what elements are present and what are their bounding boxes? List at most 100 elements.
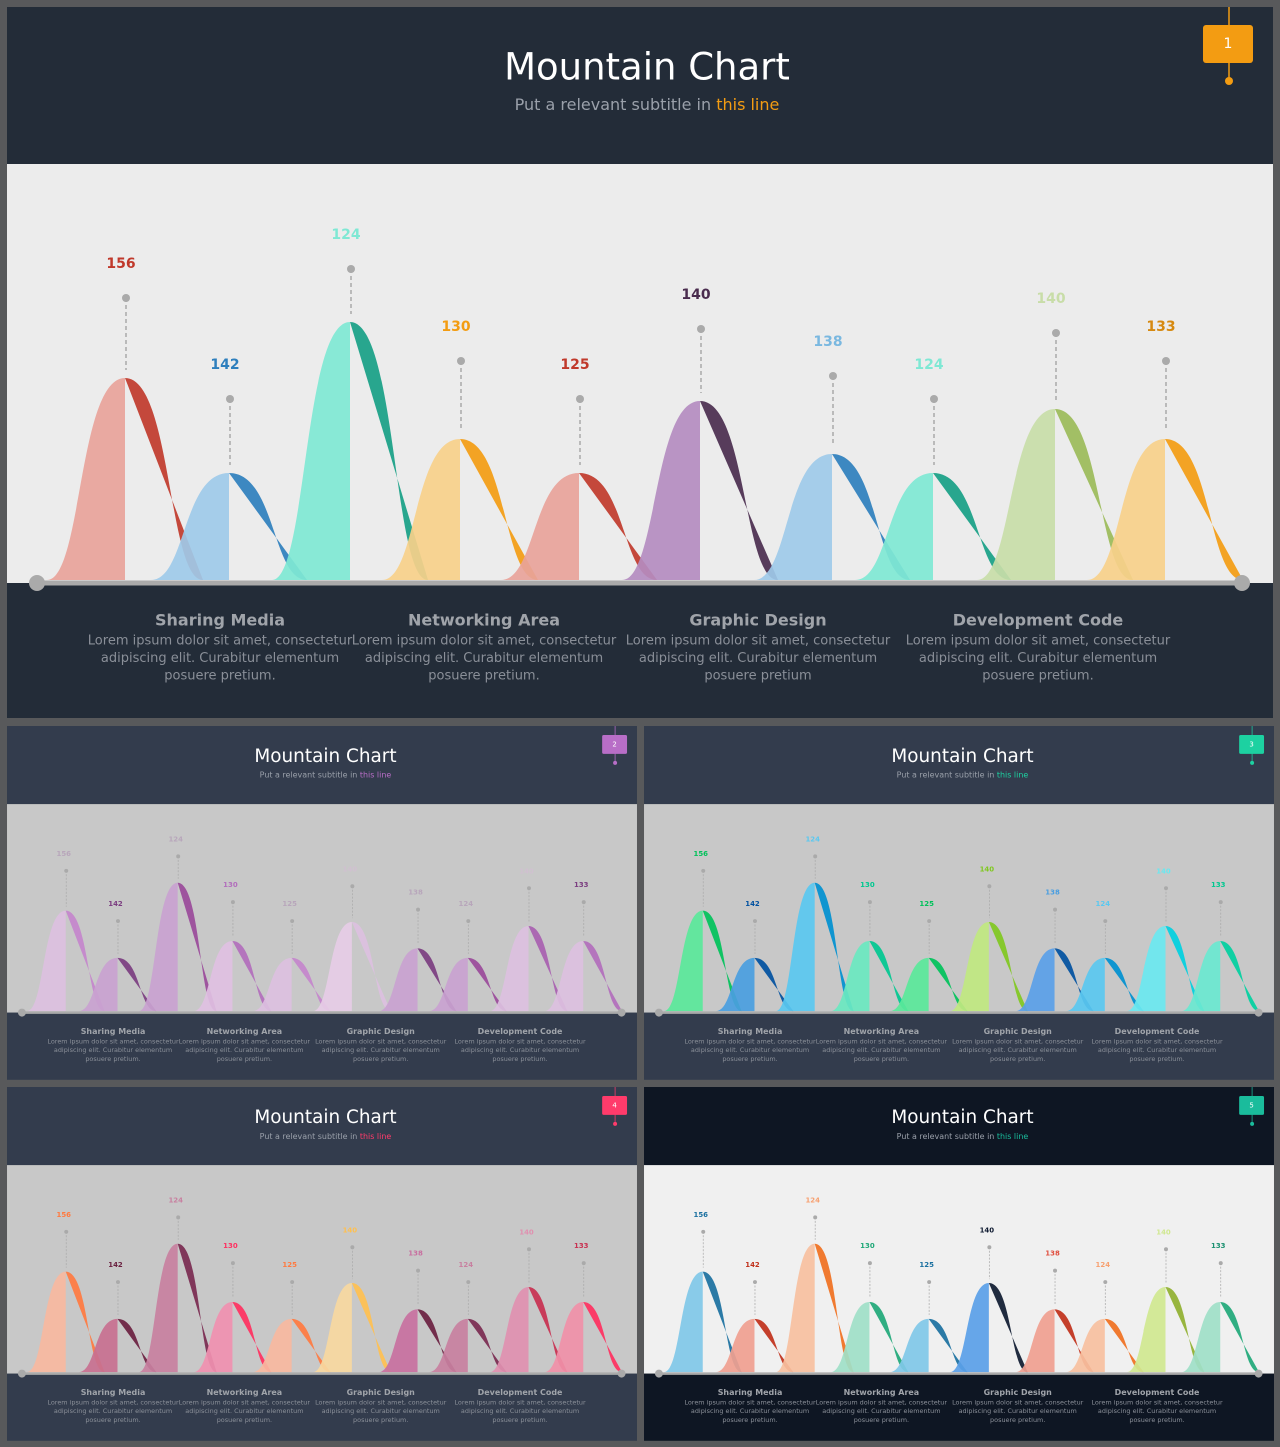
subtitle-highlight: this line (997, 1131, 1029, 1140)
slide-subtitle: Put a relevant subtitle in this line (897, 1131, 1029, 1140)
mountain-left (622, 401, 700, 580)
value-label: 156 (693, 1211, 708, 1219)
mountain-left (855, 473, 933, 580)
subtitle-text: Put a relevant subtitle in (260, 1131, 360, 1140)
slide-subtitle: Put a relevant subtitle in this line (515, 95, 780, 114)
slide-subtitle: Put a relevant subtitle in this line (260, 770, 392, 779)
leader-dot (527, 1247, 531, 1252)
value-label: 140 (519, 867, 534, 875)
section-heading: Sharing Media (155, 611, 285, 630)
leader-dot (987, 1245, 992, 1250)
page-number: 5 (1249, 1101, 1253, 1109)
header (7, 1087, 637, 1166)
section-text: posuere pretium. (1129, 1416, 1184, 1424)
section-heading: Graphic Design (347, 1027, 416, 1036)
mountain-left (138, 1243, 178, 1373)
page-badge (1239, 734, 1265, 754)
section-heading: Graphic Design (984, 1388, 1053, 1397)
section-heading: Sharing Media (718, 1388, 783, 1397)
mountain-left (26, 910, 66, 1012)
section-text: Lorem ipsum dolor sit amet, consectetur (454, 1398, 586, 1406)
value-label: 140 (681, 287, 710, 303)
mountain-left (1126, 926, 1166, 1012)
section-text: adipiscing elit. Curabitur elementum (822, 1407, 940, 1415)
section-text: Lorem ipsum dolor sit amet, consectetur (1091, 1037, 1223, 1045)
leader-dot (813, 854, 818, 859)
leader-dot (122, 294, 130, 302)
mountain-left (830, 940, 870, 1012)
mountain-right (1104, 957, 1144, 1012)
mountain-left (1087, 439, 1165, 580)
mountain-left (1126, 1287, 1166, 1373)
leader-dot (1052, 329, 1060, 337)
mountain-right (1165, 439, 1243, 580)
section-text: adipiscing elit. Curabitur elementum (461, 1046, 579, 1054)
leader-dot (1218, 1261, 1223, 1266)
section-heading: Networking Area (844, 1388, 920, 1397)
section-text: posuere pretium. (854, 1416, 909, 1424)
mountain-right (232, 1301, 272, 1373)
leader-dot (1053, 1268, 1058, 1273)
section-text: Lorem ipsum dolor sit amet, consectetur (1091, 1398, 1223, 1406)
value-label: 125 (282, 900, 297, 908)
leader-dot (1218, 900, 1223, 905)
mountain-right (754, 1318, 794, 1373)
section-text: adipiscing elit. Curabitur elementum (54, 1407, 172, 1415)
mountain-left (950, 922, 989, 1012)
mountain-left (663, 1271, 703, 1373)
subtitle-text: Put a relevant subtitle in (897, 1131, 997, 1140)
section-text: Lorem ipsum dolor sit amet, consectetur (952, 1398, 1084, 1406)
section-text: Lorem ipsum dolor sit amet, consectetur (47, 1037, 179, 1045)
leader-dot (697, 325, 705, 333)
section-text: Lorem ipsum dolor sit amet, consectetur (47, 1398, 179, 1406)
section-text: Lorem ipsum dolor sit amet, consectetur (88, 634, 353, 649)
section-text: posuere pretium. (164, 669, 275, 684)
section-text: posuere pretium. (85, 1416, 140, 1424)
section-text: adipiscing elit. Curabitur elementum (1098, 1046, 1216, 1054)
section-text: posuere pretium. (85, 1055, 140, 1063)
value-label: 138 (1045, 889, 1060, 897)
page-badge (1239, 1095, 1265, 1115)
subtitle-highlight: this line (360, 1131, 392, 1140)
leader-dot (867, 900, 872, 905)
header (7, 7, 1273, 164)
mountain-left (78, 1318, 118, 1373)
section-text: Lorem ipsum dolor sit amet, consectetur (684, 1398, 816, 1406)
value-label: 140 (980, 865, 995, 873)
section-text: Lorem ipsum dolor sit amet, consectetur (315, 1398, 447, 1406)
section-heading: Graphic Design (984, 1027, 1053, 1036)
section-text: posuere pretium. (353, 1055, 408, 1063)
subtitle-text: Put a relevant subtitle in (897, 770, 997, 779)
leader-dot (176, 1215, 181, 1220)
value-label: 124 (805, 1196, 820, 1204)
value-label: 130 (441, 319, 470, 335)
section-heading: Networking Area (207, 1388, 283, 1397)
slide: Mountain Chart Put a relevant subtitle in… (7, 7, 1273, 718)
section-text: posuere pretium. (353, 1416, 408, 1424)
slide-title: Mountain Chart (891, 746, 1033, 767)
subtitle-highlight: this line (997, 770, 1029, 779)
subtitle-highlight: this line (716, 95, 779, 114)
subtitle-highlight: this line (360, 770, 392, 779)
mountain-left (830, 1301, 870, 1373)
mountain-left (489, 1287, 529, 1373)
section-text: adipiscing elit. Curabitur elementum (185, 1046, 303, 1054)
leader-dot (930, 395, 938, 403)
mountain-left (1181, 940, 1221, 1012)
section-heading: Graphic Design (689, 611, 826, 630)
mountain-right (467, 1318, 507, 1373)
section-text: Lorem ipsum dolor sit amet, consectetur (684, 1037, 816, 1045)
baseline-end (1234, 575, 1250, 591)
leader-dot (752, 919, 757, 924)
leader-dot (115, 1280, 120, 1285)
section-text: posuere pretium. (428, 669, 539, 684)
mountain-right (579, 473, 657, 580)
page-badge (602, 1095, 628, 1115)
page-badge (1203, 25, 1253, 63)
value-label: 133 (574, 881, 589, 889)
value-label: 156 (56, 1211, 71, 1219)
section-text: Lorem ipsum dolor sit amet, consectetur (626, 634, 891, 649)
value-label: 142 (745, 1261, 760, 1269)
leader-dot (350, 1245, 355, 1250)
page-number: 4 (612, 1101, 617, 1109)
